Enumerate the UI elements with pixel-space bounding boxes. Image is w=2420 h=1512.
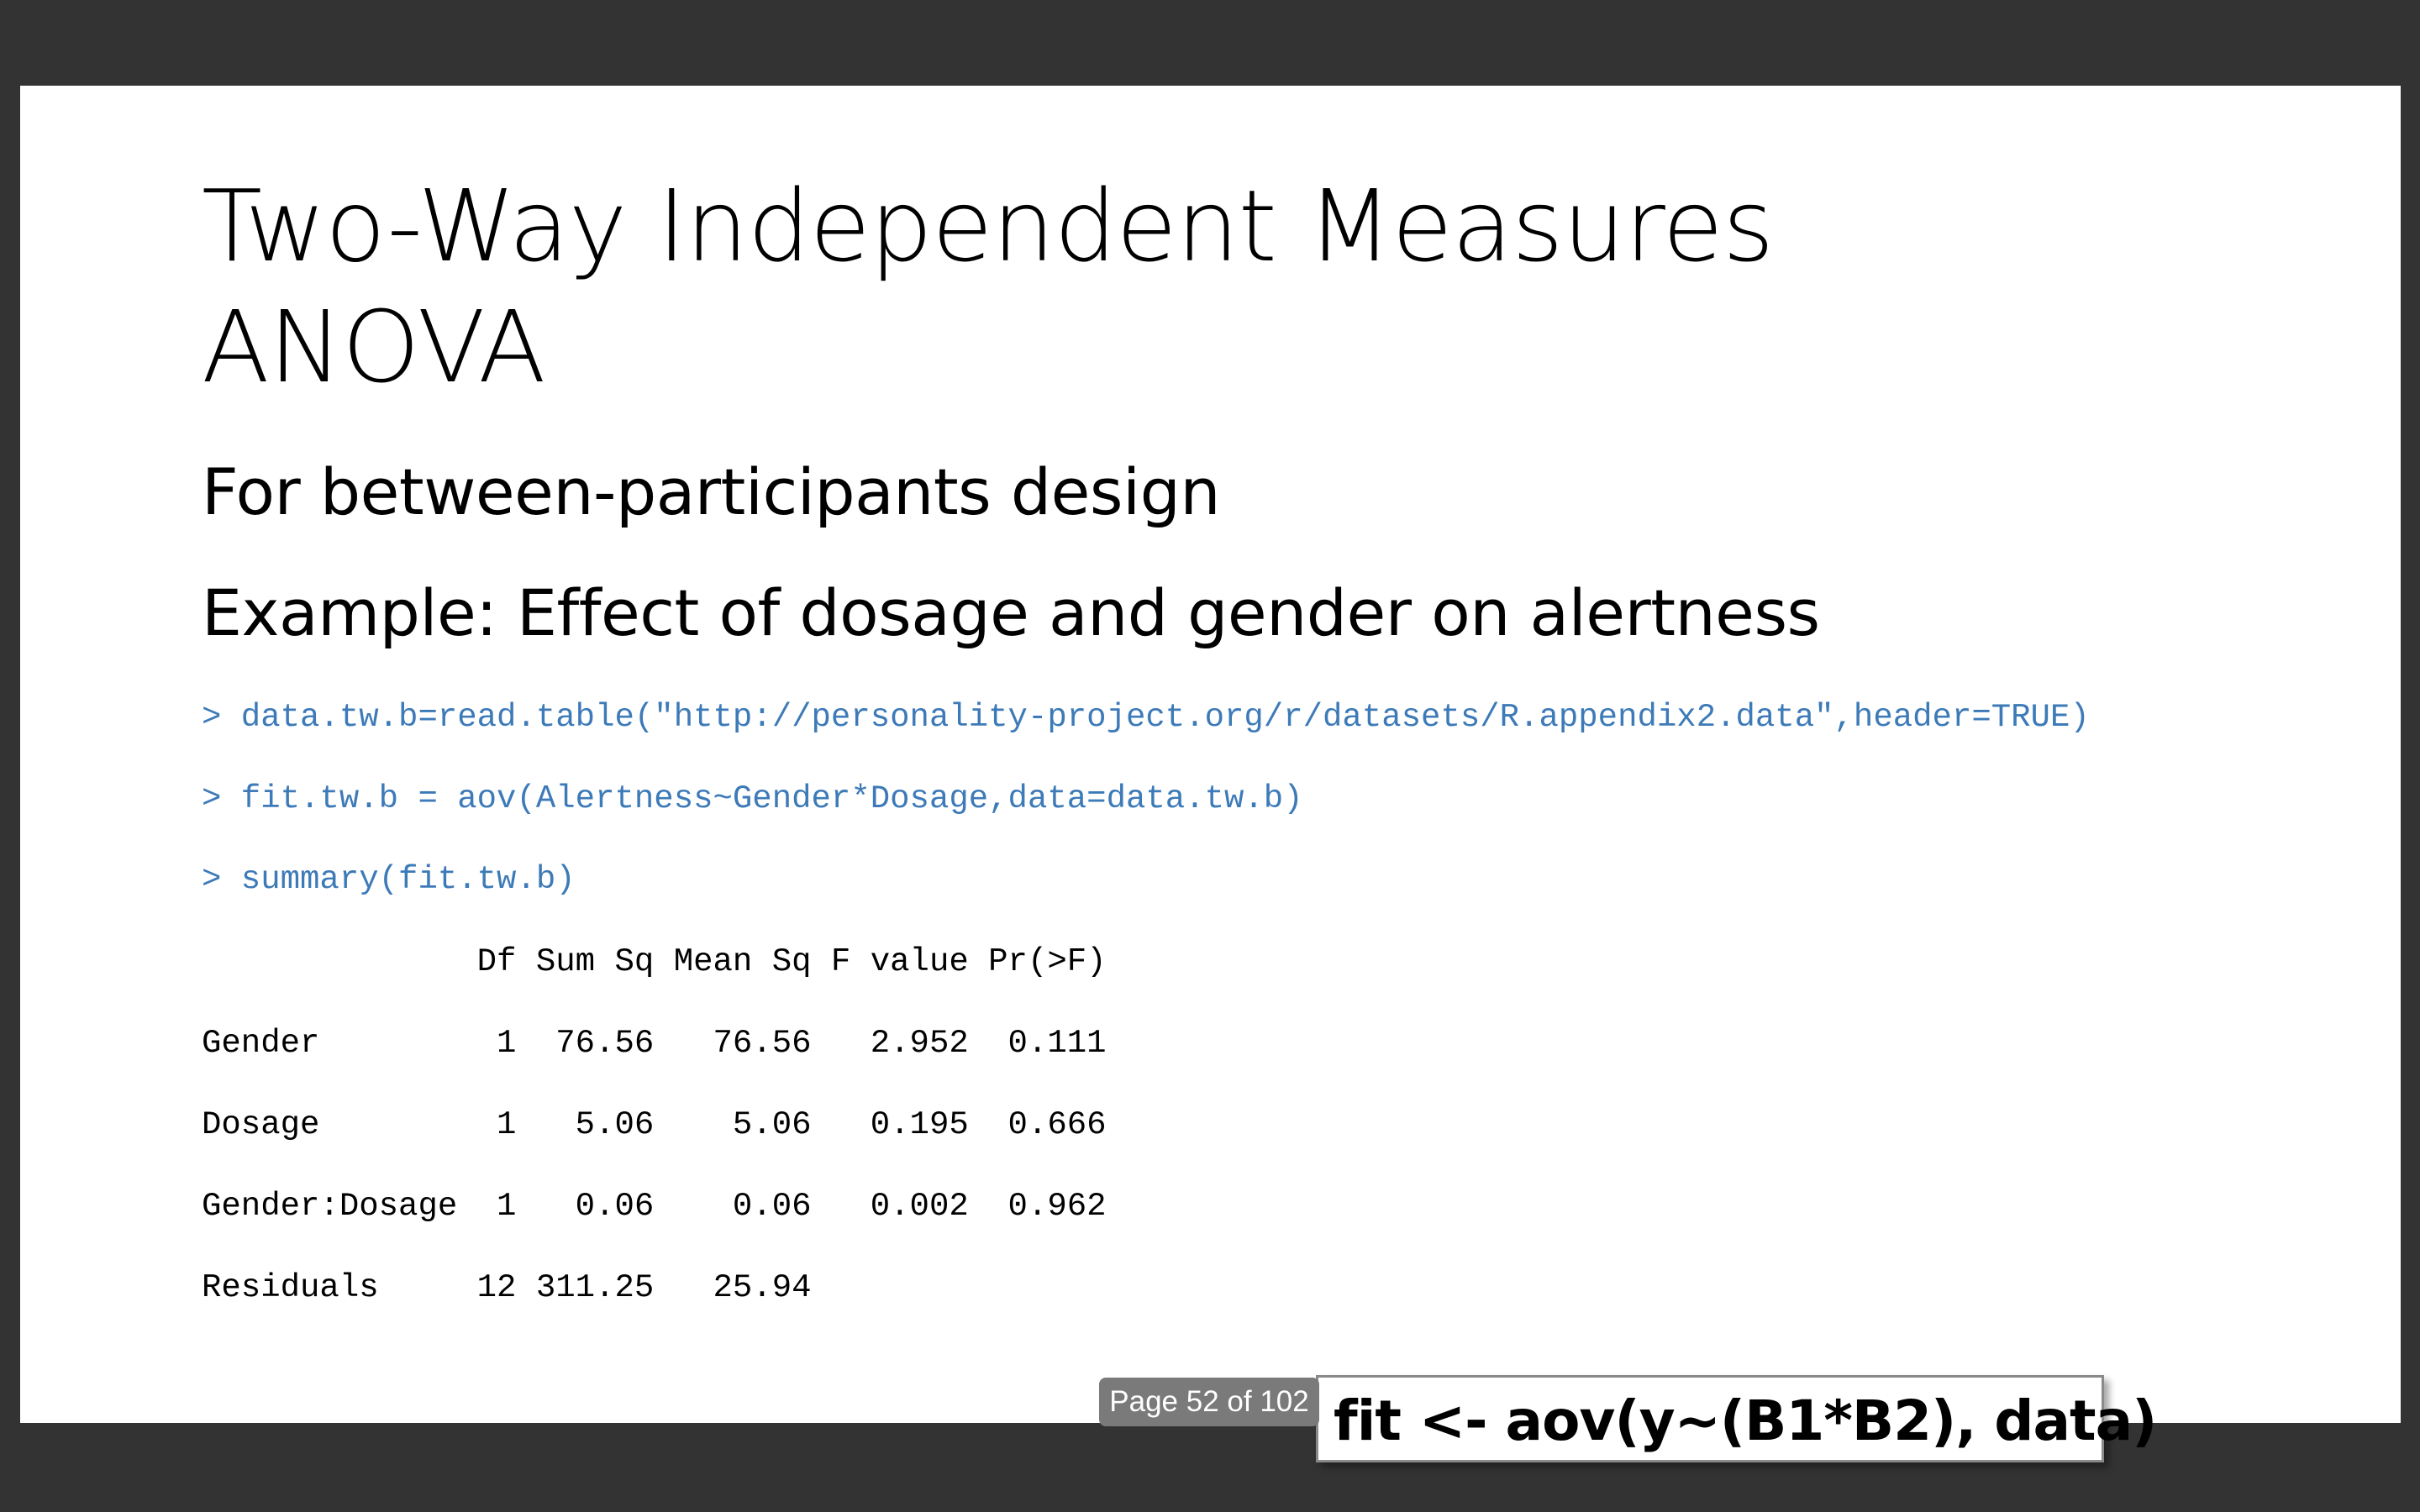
code-command-read-table: > data.tw.b=read.table("http://personali… bbox=[202, 699, 2090, 736]
output-row-dosage: Dosage 1 5.06 5.06 0.195 0.666 bbox=[202, 1106, 1107, 1143]
slide-subtitle-example: Example: Effect of dosage and gender on … bbox=[202, 575, 1820, 650]
output-row-interaction: Gender:Dosage 1 0.06 0.06 0.002 0.962 bbox=[202, 1188, 1107, 1225]
formula-callout-text: fit <- aov(y~(B1*B2), data) bbox=[1334, 1389, 2157, 1453]
slide-title-line-1: Two-Way Independent Measures bbox=[202, 168, 1774, 284]
code-command-aov: > fit.tw.b = aov(Alertness~Gender*Dosage… bbox=[202, 780, 1303, 817]
code-command-summary: > summary(fit.tw.b) bbox=[202, 861, 576, 898]
output-row-residuals: Residuals 12 311.25 25.94 bbox=[202, 1269, 812, 1306]
slide-subtitle-design: For between-participants design bbox=[202, 454, 1221, 529]
output-table-header: Df Sum Sq Mean Sq F value Pr(>F) bbox=[202, 943, 1107, 980]
slide-page: Two-Way Independent Measures ANOVA For b… bbox=[20, 86, 2401, 1462]
formula-callout-box: fit <- aov(y~(B1*B2), data) bbox=[1316, 1375, 2157, 1462]
slide-title: Two-Way Independent Measures ANOVA bbox=[202, 165, 1774, 407]
output-row-gender: Gender 1 76.56 76.56 2.952 0.111 bbox=[202, 1025, 1107, 1062]
page-indicator: Page 52 of 102 bbox=[1099, 1378, 1319, 1426]
slide-title-line-2: ANOVA bbox=[202, 289, 546, 405]
